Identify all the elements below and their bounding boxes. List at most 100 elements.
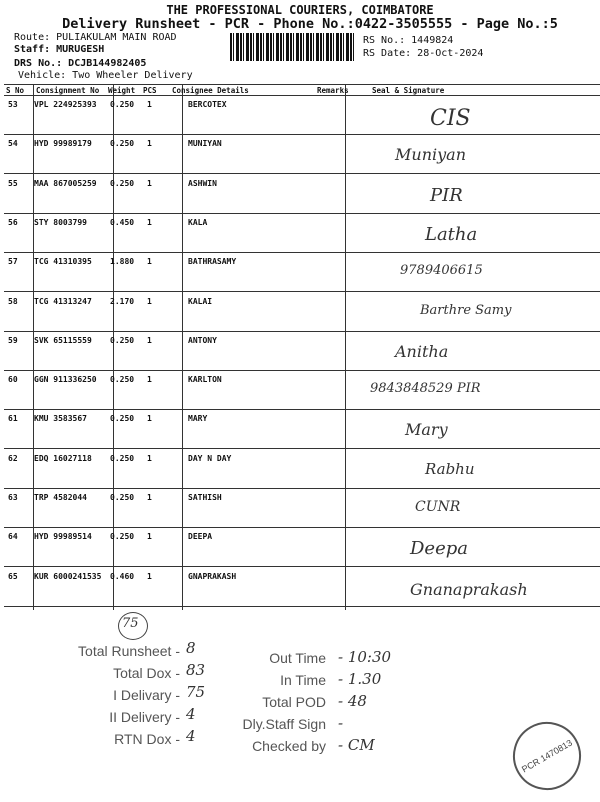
row-divider <box>4 527 600 528</box>
summary-label: RTN Dox - <box>114 731 180 747</box>
cell-cn: EDQ 16027118 <box>34 453 92 463</box>
cell-sno: 63 <box>8 493 18 502</box>
cell-pcs: 1 <box>147 257 152 267</box>
cell-name: ASHWIN <box>188 178 217 188</box>
cell-sno: 65 <box>8 571 18 581</box>
handwritten-signature: 9843848529 PIR <box>370 381 481 397</box>
rs-number: RS No.: 1449824 <box>363 35 454 46</box>
row-divider <box>4 134 600 135</box>
cell-cn: TCG 41313247 <box>34 296 92 306</box>
cell-sno: 55 <box>8 178 18 188</box>
row-divider <box>4 251 600 253</box>
runsheet-title: Delivery Runsheet - PCR - Phone No.:0422… <box>62 16 558 32</box>
cell-cn: VPL 224925393 <box>34 100 97 109</box>
cell-wt: 0.250 <box>110 178 135 188</box>
row-divider <box>4 605 600 607</box>
staff: Staff: MURUGESH <box>14 44 105 55</box>
handwritten-signature: Deepa <box>410 538 468 560</box>
row-divider <box>4 409 600 411</box>
col-consignee: Consignee Details <box>172 86 249 95</box>
handwritten-signature: PIR <box>430 184 463 206</box>
summary-value: 4 <box>186 727 196 745</box>
circled-count <box>118 612 148 640</box>
col-weight: Weight <box>108 86 136 95</box>
row-divider <box>4 566 600 568</box>
column-divider <box>113 84 114 610</box>
cell-pcs: 1 <box>147 493 152 502</box>
handwritten-signature: Muniyan <box>395 145 466 165</box>
summary-value: - 10:30 <box>338 648 392 666</box>
cell-sno: 62 <box>8 453 18 463</box>
vehicle: Vehicle: Two Wheeler Delivery <box>18 70 193 81</box>
summary-label: Dly.Staff Sign <box>242 716 326 732</box>
cell-name: DEEPA <box>188 532 213 542</box>
cell-sno: 53 <box>8 100 18 109</box>
row-divider <box>4 487 600 489</box>
cell-pcs: 1 <box>147 296 152 306</box>
row-divider <box>4 212 600 214</box>
summary-label: In Time <box>280 672 326 688</box>
summary-label: Total POD <box>262 694 326 710</box>
summary-value: - CM <box>338 736 375 754</box>
cell-sno: 57 <box>8 257 18 267</box>
cell-cn: GGN 911336250 <box>34 375 97 385</box>
row-divider <box>4 448 600 450</box>
handwritten-signature: CUNR <box>415 499 461 515</box>
summary-label: Checked by <box>252 738 326 754</box>
rs-date: RS Date: 28-Oct-2024 <box>363 48 484 59</box>
circled-count-value: 75 <box>122 616 139 631</box>
summary-value: - 1.30 <box>338 670 382 688</box>
cell-wt: 0.250 <box>110 335 135 345</box>
cell-wt: 0.250 <box>110 532 135 542</box>
column-divider <box>33 84 34 610</box>
cell-wt: 0.250 <box>110 493 135 502</box>
cell-sno: 59 <box>8 335 18 345</box>
row-divider <box>4 369 600 371</box>
handwritten-signature: 9789406615 <box>400 263 483 279</box>
summary-label: Out Time <box>269 650 326 666</box>
drs-number: DRS No.: DCJB144982405 <box>14 58 147 69</box>
handwritten-signature: Mary <box>405 420 448 440</box>
handwritten-signature: Latha <box>425 223 478 245</box>
cell-cn: TRP 4582044 <box>34 493 87 502</box>
cell-cn: KUR 6000241535 <box>34 571 102 581</box>
cell-pcs: 1 <box>147 414 152 424</box>
table-top-border <box>4 84 600 85</box>
cell-pcs: 1 <box>147 335 152 345</box>
cell-wt: 0.250 <box>110 139 135 149</box>
summary-value: 8 <box>186 639 196 657</box>
col-pcs: PCS <box>143 86 157 95</box>
cell-pcs: 1 <box>147 571 152 581</box>
cell-wt: 0.450 <box>110 217 135 227</box>
barcode <box>230 33 355 61</box>
stamp-text: PCR 1470813 <box>520 737 574 775</box>
cell-wt: 0.250 <box>110 100 135 109</box>
cell-sno: 56 <box>8 217 18 227</box>
handwritten-signature: Anitha <box>395 341 449 361</box>
col-consignment: Consignment No <box>36 86 100 95</box>
cell-name: MUNIYAN <box>188 139 222 149</box>
company-stamp: PCR 1470813 <box>500 709 594 802</box>
cell-cn: HYD 99989514 <box>34 532 92 542</box>
summary-value: 75 <box>186 683 206 701</box>
cell-sno: 64 <box>8 532 18 542</box>
cell-wt: 0.250 <box>110 414 135 424</box>
row-divider <box>4 173 600 175</box>
cell-sno: 61 <box>8 414 18 424</box>
summary-value: - 48 <box>338 692 367 710</box>
cell-name: KALA <box>188 217 208 227</box>
cell-pcs: 1 <box>147 375 152 385</box>
summary-label: II Delivery - <box>109 709 180 725</box>
cell-wt: 0.250 <box>110 453 135 463</box>
cell-cn: KMU 3583567 <box>34 414 87 424</box>
cell-wt: 0.460 <box>110 571 135 581</box>
cell-pcs: 1 <box>147 178 152 188</box>
summary-value: 83 <box>186 661 206 679</box>
cell-name: GNAPRAKASH <box>188 571 237 581</box>
route: Route: PULIAKULAM MAIN ROAD <box>14 32 177 43</box>
cell-cn: SVK 65115559 <box>34 335 92 345</box>
row-divider <box>4 330 600 332</box>
cell-wt: 1.880 <box>110 257 135 267</box>
summary-value: 4 <box>186 705 196 723</box>
cell-name: KALAI <box>188 296 213 306</box>
